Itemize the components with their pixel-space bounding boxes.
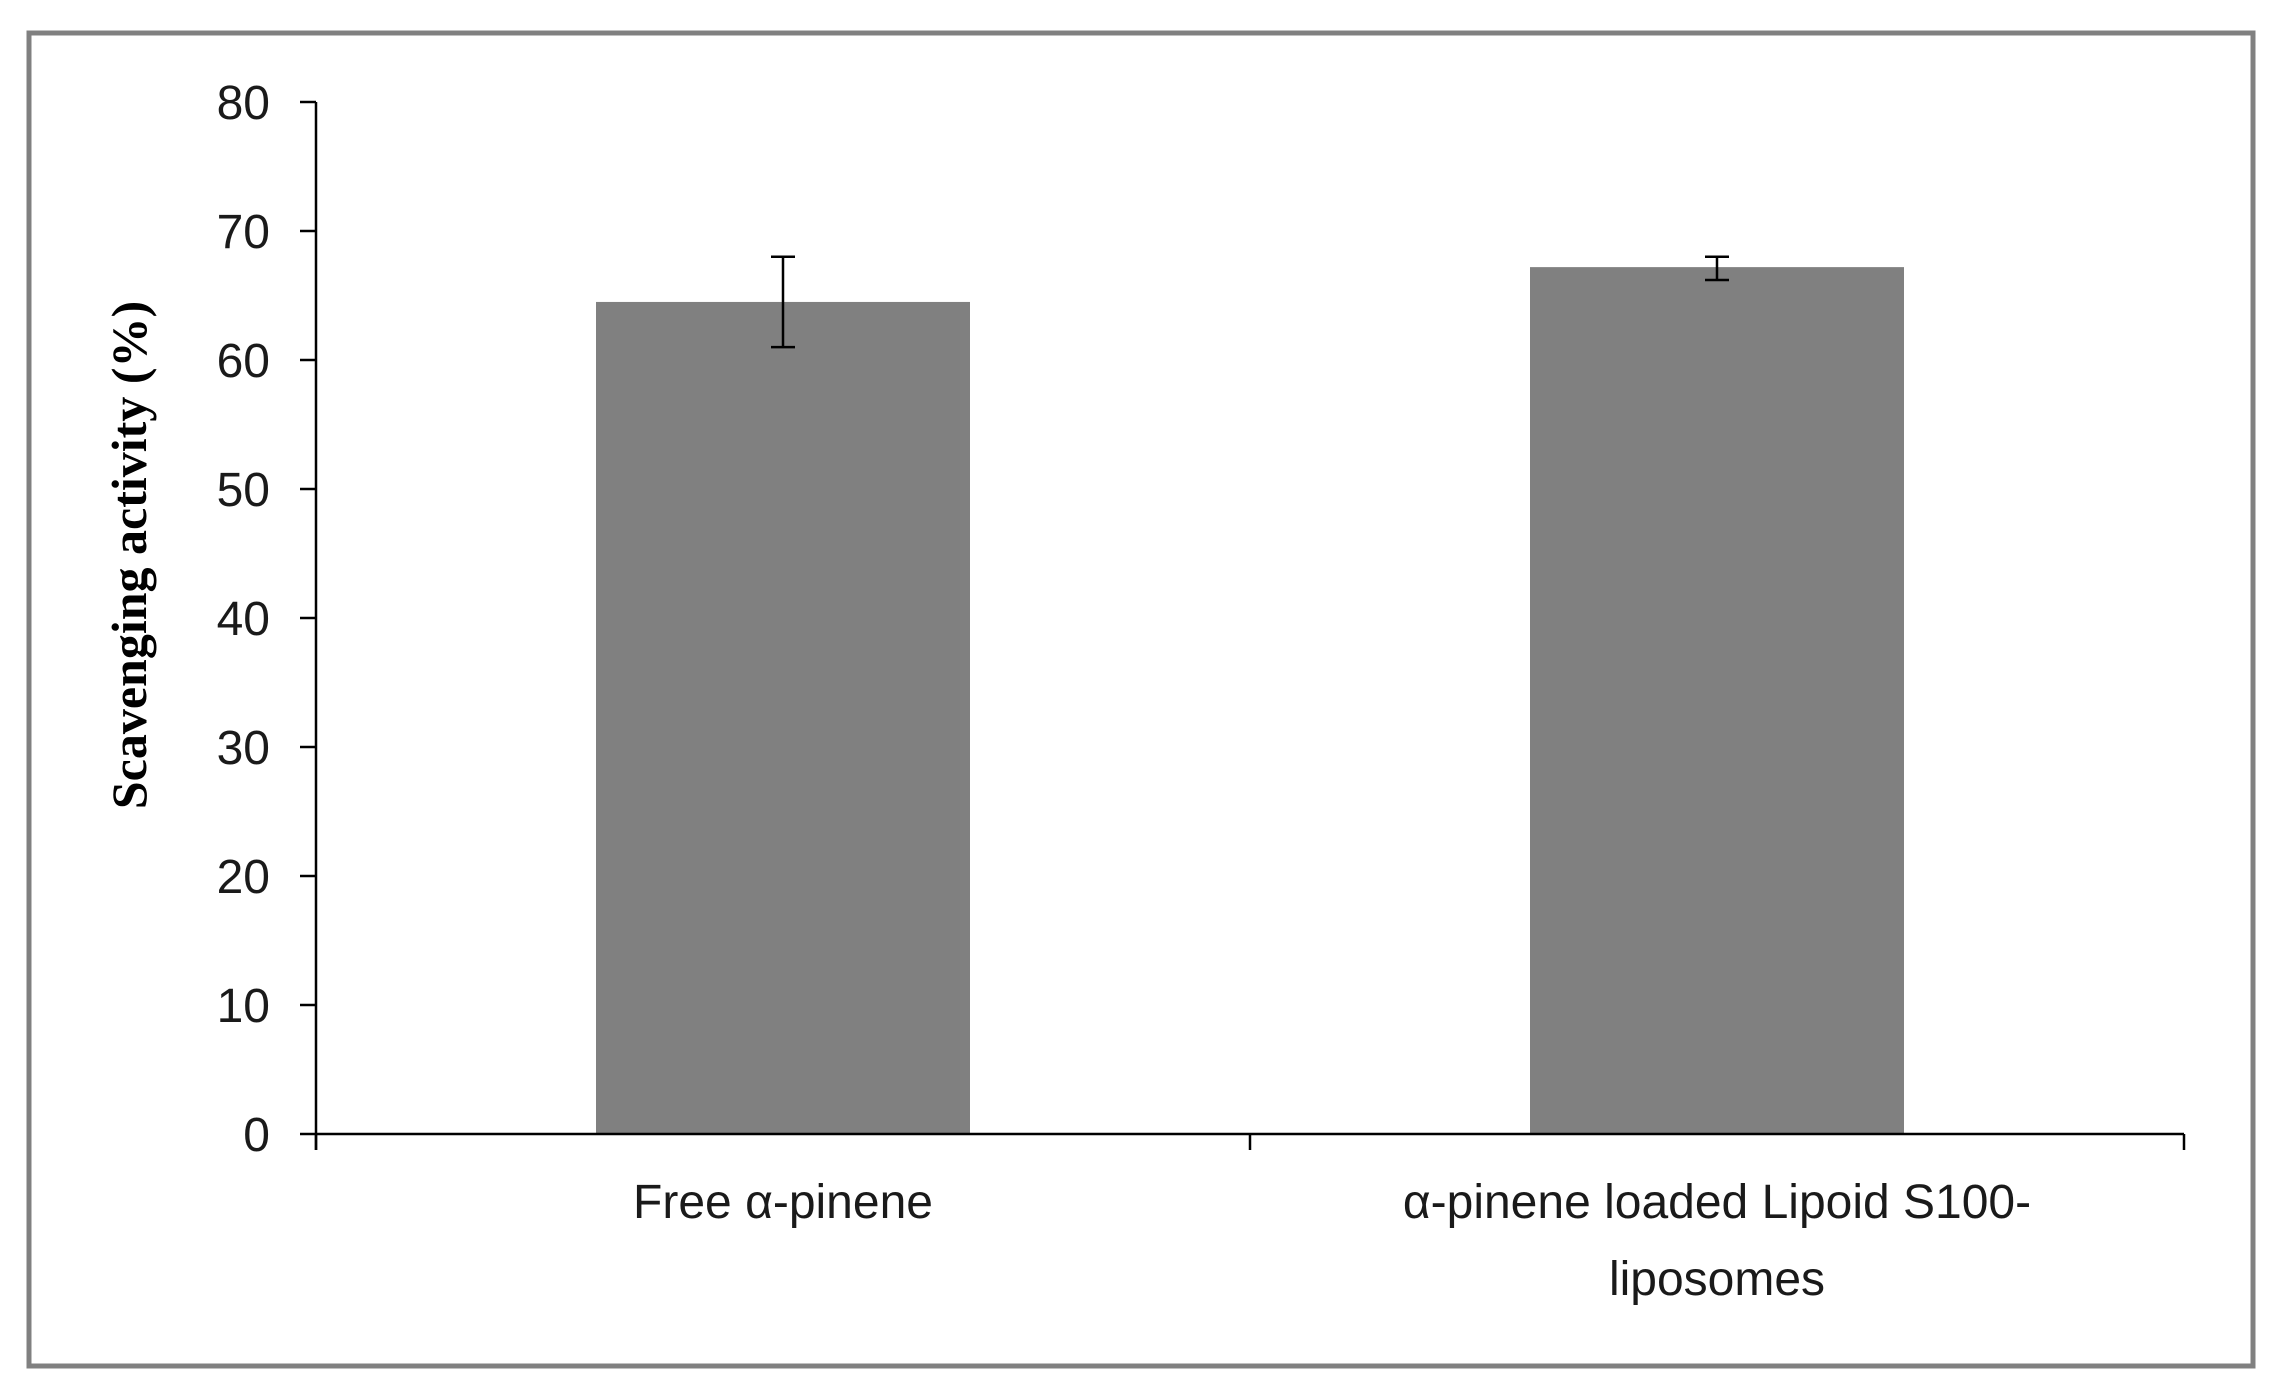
y-tick-label: 80 xyxy=(217,77,270,130)
y-tick-label: 20 xyxy=(217,851,270,904)
x-category-label: α-pinene loaded Lipoid S100- liposomes xyxy=(1403,1176,2031,1306)
y-axis-title: Scavenging activity (%) xyxy=(101,301,157,809)
y-tick-label: 50 xyxy=(217,464,270,517)
y-tick-label: 40 xyxy=(217,593,270,646)
y-ticks-layer: 0 10 20 30 40 50 60 70 80 xyxy=(217,77,316,1162)
x-category-label-line: Free α-pinene xyxy=(633,1176,933,1229)
error-bar-2 xyxy=(1705,255,1729,282)
axes-layer xyxy=(314,102,2186,1150)
bar-2 xyxy=(1530,267,1904,1134)
error-bar-1 xyxy=(771,255,795,349)
x-labels-layer: Free α-pinene α-pinene loaded Lipoid S100… xyxy=(633,1176,2031,1306)
y-tick-label: 60 xyxy=(217,335,270,388)
x-category-label-line: α-pinene loaded Lipoid S100- xyxy=(1403,1176,2031,1229)
x-category-label-line: liposomes xyxy=(1609,1253,1825,1306)
chart-frame-border xyxy=(26,30,2256,1369)
y-tick-label: 30 xyxy=(217,722,270,775)
y-tick-label: 0 xyxy=(243,1109,270,1162)
error-bars-layer xyxy=(771,255,1729,349)
y-tick-label: 10 xyxy=(217,980,270,1033)
x-category-label: Free α-pinene xyxy=(633,1176,933,1229)
bar-1 xyxy=(596,301,970,1134)
bars-layer xyxy=(596,267,1904,1134)
y-tick-label: 70 xyxy=(217,206,270,259)
